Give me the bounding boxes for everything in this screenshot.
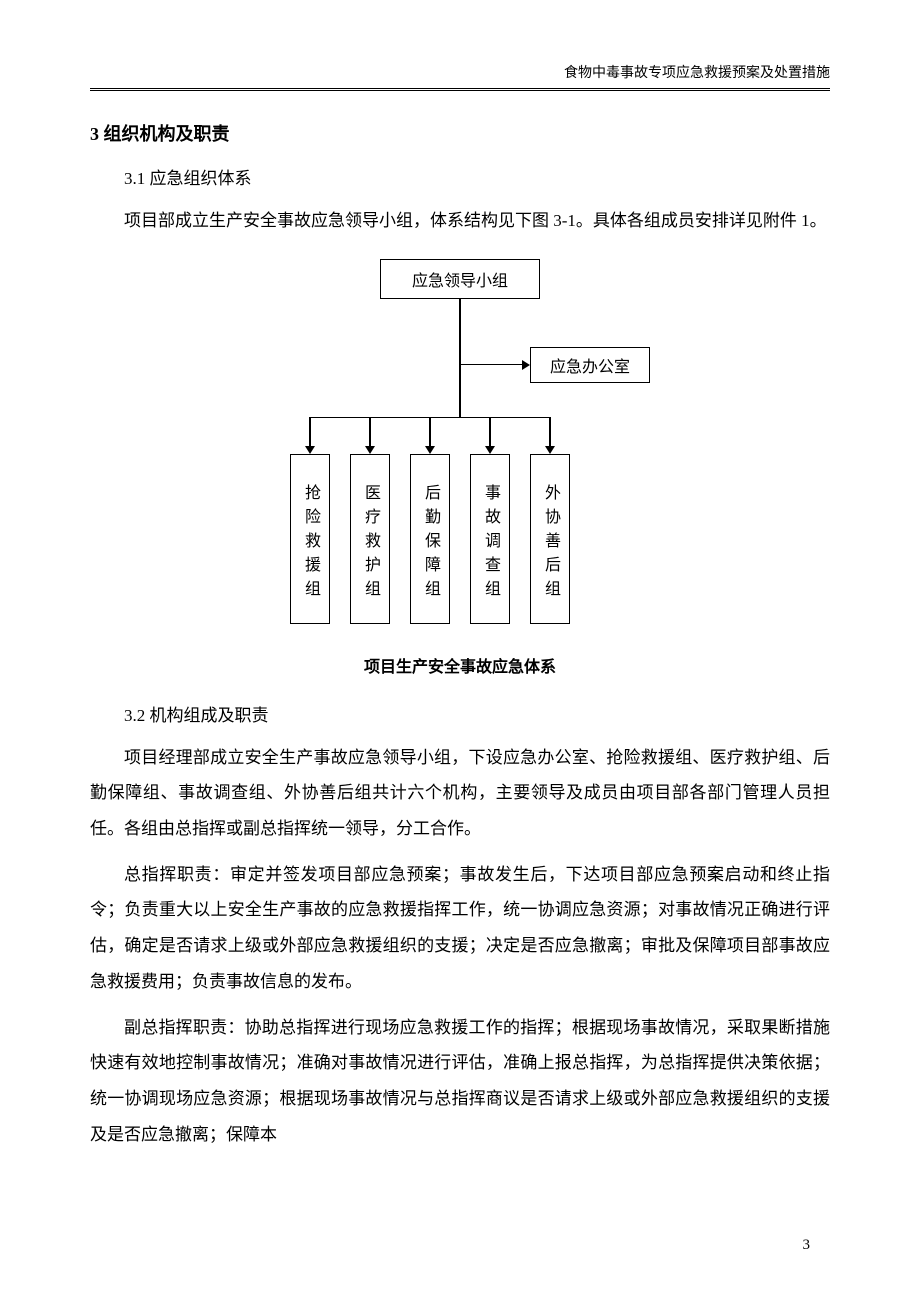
paragraph-intro: 项目部成立生产安全事故应急领导小组，体系结构见下图 3-1。具体各组成员安排详见…: [90, 203, 830, 239]
node-office: 应急办公室: [530, 347, 650, 383]
subsection-3-1: 3.1 应急组织体系: [90, 164, 830, 189]
node-logistics: 后勤保障组: [410, 454, 450, 624]
connector-side: [459, 364, 522, 366]
section-title: 组织机构及职责: [104, 124, 230, 144]
connector-drop-4: [489, 417, 491, 447]
section-heading: 3 组织机构及职责: [90, 120, 830, 146]
connector-drop-3: [429, 417, 431, 447]
org-chart: 应急领导小组 应急办公室 抢险救援组 医疗救护组 后勤保障组 事故调查组 外协善…: [250, 259, 670, 639]
paragraph-deputy: 副总指挥职责：协助总指挥进行现场应急救援工作的指挥；根据现场事故情况，采取果断措…: [90, 1010, 830, 1153]
sub-title: 机构组成及职责: [150, 706, 269, 725]
sub-num: 3.2: [124, 706, 145, 725]
node-leadership: 应急领导小组: [380, 259, 540, 299]
arrow-leaf-4: [485, 446, 495, 454]
node-medical: 医疗救护组: [350, 454, 390, 624]
header-rule: [90, 88, 830, 91]
diagram-caption: 项目生产安全事故应急体系: [90, 653, 830, 677]
arrow-leaf-5: [545, 446, 555, 454]
connector-drop-1: [309, 417, 311, 447]
page-number: 3: [803, 1237, 811, 1254]
connector-drop-2: [369, 417, 371, 447]
page-content: 3 组织机构及职责 3.1 应急组织体系 项目部成立生产安全事故应急领导小组，体…: [90, 70, 830, 1152]
sub-num: 3.1: [124, 169, 145, 188]
paragraph-org: 项目经理部成立安全生产事故应急领导小组，下设应急办公室、抢险救援组、医疗救护组、…: [90, 740, 830, 847]
node-investigation: 事故调查组: [470, 454, 510, 624]
arrow-leaf-2: [365, 446, 375, 454]
node-aftermath: 外协善后组: [530, 454, 570, 624]
running-head: 食物中毒事故专项应急救援预案及处置措施: [564, 62, 830, 82]
arrow-side: [522, 360, 530, 370]
section-num: 3: [90, 124, 99, 144]
paragraph-chief: 总指挥职责：审定并签发项目部应急预案；事故发生后，下达项目部应急预案启动和终止指…: [90, 857, 830, 1000]
subsection-3-2: 3.2 机构组成及职责: [90, 701, 830, 726]
sub-title: 应急组织体系: [150, 169, 252, 188]
connector-trunk: [459, 299, 461, 417]
arrow-leaf-3: [425, 446, 435, 454]
connector-drop-5: [549, 417, 551, 447]
arrow-leaf-1: [305, 446, 315, 454]
node-rescue: 抢险救援组: [290, 454, 330, 624]
